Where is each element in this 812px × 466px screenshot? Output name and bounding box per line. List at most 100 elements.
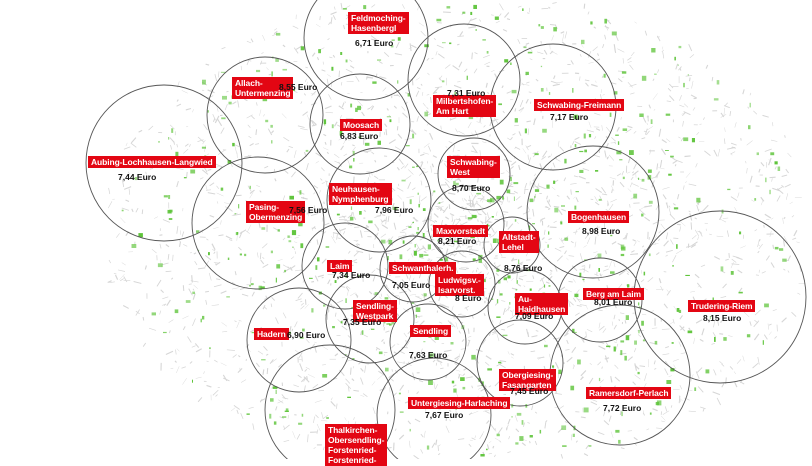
park-patch — [349, 166, 352, 169]
street-segment — [329, 57, 332, 58]
street-segment — [634, 131, 636, 133]
street-segment — [663, 411, 669, 415]
street-segment — [507, 324, 514, 327]
street-segment — [460, 31, 463, 36]
street-segment — [214, 252, 215, 254]
street-segment — [634, 437, 638, 440]
street-segment — [759, 169, 760, 173]
park-patch — [623, 177, 625, 179]
street-segment — [527, 145, 532, 147]
park-patch — [546, 185, 549, 189]
park-patch — [677, 308, 680, 312]
street-segment — [484, 125, 486, 127]
street-segment — [296, 299, 302, 301]
park-patch — [385, 368, 389, 372]
street-segment — [405, 164, 408, 169]
street-segment — [205, 291, 209, 292]
street-segment — [685, 182, 687, 183]
street-segment — [322, 365, 326, 366]
street-segment — [173, 255, 174, 261]
street-segment — [612, 242, 616, 245]
street-segment — [496, 273, 499, 276]
park-patch — [453, 389, 456, 393]
street-segment — [293, 385, 299, 387]
street-segment — [539, 186, 546, 189]
street-segment — [691, 95, 697, 98]
street-segment — [479, 20, 481, 22]
district-price-pasing: 7,56 Euro — [289, 205, 327, 215]
street-segment — [328, 22, 330, 25]
street-segment — [596, 189, 602, 193]
street-segment — [500, 365, 506, 368]
street-segment — [375, 160, 376, 162]
park-patch — [541, 88, 544, 92]
park-patch — [577, 360, 581, 365]
street-segment — [262, 257, 264, 258]
street-segment — [238, 356, 240, 357]
park-patch — [270, 125, 273, 128]
street-segment — [109, 260, 111, 263]
street-segment — [695, 230, 699, 236]
district-price-bogenhausen: 8,98 Euro — [582, 226, 620, 236]
park-patch — [472, 215, 477, 218]
street-segment — [252, 116, 255, 119]
street-segment — [318, 275, 324, 277]
street-segment — [361, 378, 364, 385]
street-segment — [344, 154, 347, 156]
district-circle-trudering — [634, 211, 806, 383]
park-patch — [377, 60, 381, 61]
street-segment — [538, 286, 544, 291]
street-segment — [362, 112, 365, 116]
street-segment — [331, 17, 332, 24]
street-segment — [582, 266, 585, 267]
park-patch — [685, 275, 690, 276]
park-patch — [158, 141, 159, 142]
street-segment — [436, 51, 437, 55]
park-patch — [614, 347, 616, 352]
street-segment — [548, 7, 550, 8]
street-segment — [304, 385, 305, 392]
street-segment — [219, 235, 224, 236]
street-segment — [221, 128, 224, 134]
street-segment — [384, 342, 385, 344]
street-segment — [647, 429, 650, 430]
park-patch — [256, 70, 260, 72]
street-segment — [434, 382, 436, 390]
street-segment — [634, 164, 637, 170]
street-segment — [619, 319, 620, 321]
park-patch — [244, 254, 246, 256]
street-segment — [633, 382, 636, 385]
street-segment — [673, 161, 678, 164]
street-segment — [580, 253, 582, 261]
park-patch — [362, 330, 364, 335]
street-segment — [571, 434, 572, 440]
street-segment — [259, 223, 260, 228]
street-segment — [492, 334, 495, 335]
street-segment — [308, 434, 309, 442]
street-segment — [611, 432, 613, 438]
street-segment — [603, 44, 604, 48]
street-segment — [261, 61, 262, 65]
street-segment — [306, 163, 308, 170]
park-patch — [202, 147, 206, 149]
street-segment — [543, 151, 547, 158]
street-segment — [316, 161, 319, 163]
street-segment — [337, 300, 343, 303]
street-segment — [666, 250, 673, 252]
street-segment — [709, 234, 712, 235]
street-segment — [675, 164, 676, 166]
street-segment — [123, 306, 129, 309]
street-segment — [385, 331, 389, 332]
street-segment — [519, 131, 521, 135]
street-segment — [458, 439, 464, 440]
street-segment — [689, 44, 692, 51]
street-segment — [554, 221, 557, 223]
street-segment — [326, 182, 327, 187]
park-patch — [260, 286, 264, 288]
street-segment — [305, 67, 307, 68]
park-patch — [541, 26, 544, 29]
street-segment — [241, 413, 243, 419]
street-segment — [683, 121, 684, 127]
park-patch — [371, 329, 374, 330]
district-label-aubing: Aubing-Lochhausen-Langwied — [88, 156, 216, 168]
